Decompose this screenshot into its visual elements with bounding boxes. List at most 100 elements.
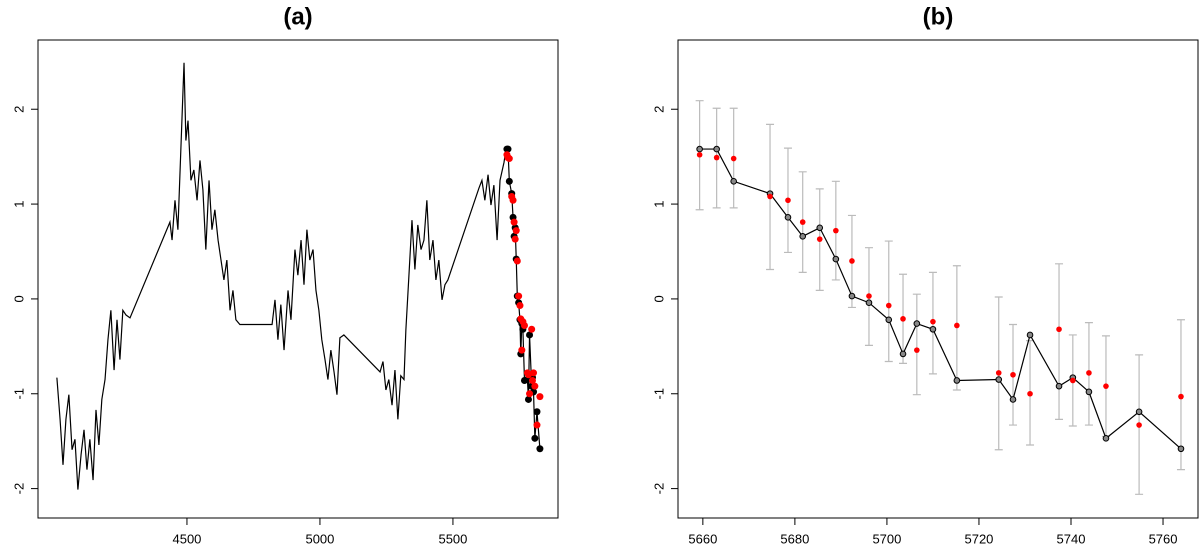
x-tick-label: 5720 <box>964 531 993 546</box>
predicted-point <box>833 227 839 234</box>
panel-title: (b) <box>923 3 954 30</box>
predicted-point <box>785 197 791 204</box>
trace-line <box>56 62 507 490</box>
panel-title: (a) <box>283 3 312 30</box>
predicted-point <box>536 393 544 401</box>
predicted-point <box>1070 377 1076 384</box>
observed-point <box>536 445 544 453</box>
y-tick-label: 1 <box>11 200 26 207</box>
predicted-point <box>1136 422 1142 428</box>
predicted-point <box>513 257 521 265</box>
y-tick-label: 0 <box>11 295 26 302</box>
predicted-point <box>516 302 524 310</box>
observed-point <box>885 316 893 324</box>
x-tick-label: 4500 <box>172 531 201 546</box>
predicted-point <box>515 292 523 300</box>
predicted-point <box>530 369 538 377</box>
observed-point <box>533 408 541 416</box>
predicted-point <box>799 219 806 225</box>
observed-point <box>929 325 937 333</box>
observed-point <box>1085 388 1093 396</box>
observed-point <box>504 145 512 153</box>
observed-point <box>832 255 840 263</box>
observed-point <box>995 376 1003 383</box>
predicted-point <box>914 347 920 353</box>
predicted-point <box>1178 393 1184 400</box>
predicted-point <box>533 421 541 429</box>
predicted-point <box>509 196 517 204</box>
y-tick-label: -2 <box>651 483 666 495</box>
predicted-point <box>1103 383 1109 389</box>
y-tick-label: 0 <box>651 295 666 302</box>
x-tick-label: 5760 <box>1149 531 1178 546</box>
observed-point <box>1135 408 1143 416</box>
x-tick-label: 5680 <box>780 531 809 546</box>
predicted-point <box>767 193 773 200</box>
predicted-point <box>1027 390 1033 397</box>
observed-point <box>816 224 824 232</box>
x-tick-label: 5740 <box>1057 531 1086 546</box>
predicted-point <box>885 302 892 309</box>
predicted-point <box>816 236 823 242</box>
predicted-point <box>900 316 906 322</box>
predicted-point <box>531 382 539 390</box>
predicted-point <box>1010 371 1016 378</box>
error-bar <box>1055 263 1064 420</box>
y-tick-label: -1 <box>11 388 26 400</box>
x-tick-label: 5000 <box>305 531 334 546</box>
observed-point <box>713 145 720 153</box>
y-tick-label: 1 <box>651 200 666 207</box>
panel: (a) 4500 5000 5500 -2 -1 0 1 2 <box>11 3 559 546</box>
observed-point <box>524 395 532 403</box>
observed-point <box>1102 435 1110 442</box>
observed-point <box>1177 445 1185 453</box>
predicted-point <box>930 318 936 325</box>
observed-point <box>696 145 703 153</box>
predicted-point <box>526 390 534 398</box>
x-tick-label: 5700 <box>872 531 901 546</box>
y-tick-label: 2 <box>11 106 26 113</box>
observed-point <box>730 178 737 185</box>
observed-point <box>899 350 907 358</box>
predicted-point <box>696 151 703 158</box>
predicted-point <box>510 218 518 226</box>
error-bar <box>884 240 893 363</box>
plot-frame <box>677 39 1199 519</box>
predicted-point <box>528 376 536 384</box>
y-tick-label: 2 <box>651 106 666 113</box>
observed-point <box>865 299 873 307</box>
plot-area <box>695 100 1185 495</box>
observed-point <box>1009 396 1017 403</box>
predicted-point <box>849 258 855 264</box>
plot-area <box>56 62 544 490</box>
predicted-point <box>518 346 526 354</box>
error-bar <box>912 293 921 396</box>
predicted-point <box>520 321 528 329</box>
predicted-point <box>730 155 737 162</box>
observed-point <box>1055 382 1063 390</box>
x-tick-label: 5500 <box>438 531 467 546</box>
predicted-point <box>713 154 720 161</box>
y-tick-label: -2 <box>11 483 26 495</box>
predicted-point <box>511 235 519 243</box>
predicted-point <box>866 293 872 299</box>
panel: (b) 5660 5680 5700 5720 5740 5760 -2 -1 0 1 2 <box>651 3 1199 546</box>
observed-point <box>953 377 961 384</box>
predicted-point <box>1056 326 1062 333</box>
observed-point <box>784 214 792 221</box>
plot-frame <box>37 39 559 519</box>
predicted-point <box>505 155 513 163</box>
observed-point <box>913 320 921 327</box>
predicted-point <box>995 370 1002 376</box>
x-tick-label: 5660 <box>688 531 717 546</box>
observed-point <box>1026 331 1034 339</box>
observed-point <box>848 292 856 300</box>
predicted-point <box>1086 370 1092 376</box>
predicted-point <box>954 322 960 329</box>
observed-point <box>531 434 539 442</box>
observed-point <box>799 233 807 240</box>
predicted-point <box>528 325 536 333</box>
predicted-point <box>512 227 520 235</box>
observed-point <box>505 177 513 185</box>
